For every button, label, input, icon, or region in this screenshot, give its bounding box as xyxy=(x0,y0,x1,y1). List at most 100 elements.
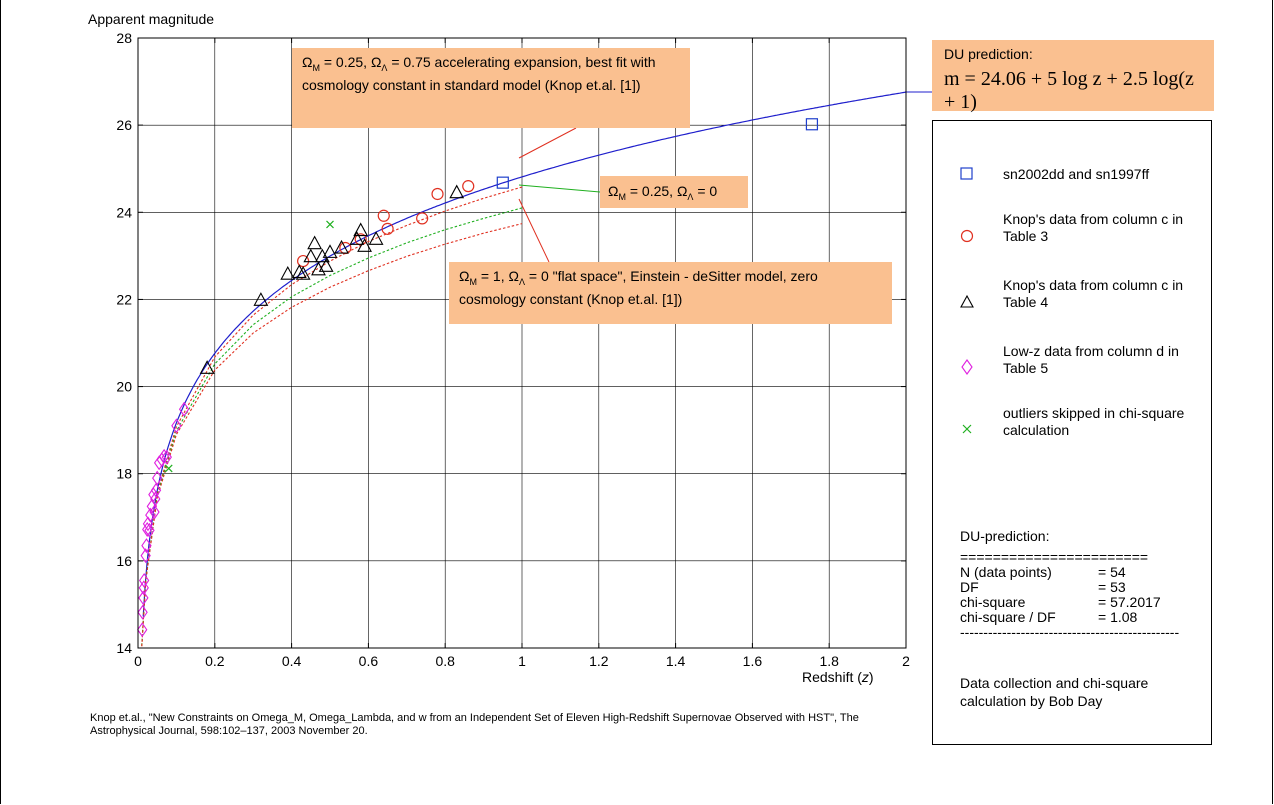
credit-text: Data collection and chi-square calculati… xyxy=(960,675,1149,709)
data-point-diamond xyxy=(144,522,155,538)
data-point-circle xyxy=(431,187,444,201)
data-point-triangle xyxy=(353,222,369,237)
annotation-open: ΩM = 0.25, ΩΛ = 0 xyxy=(600,176,748,208)
y-axis-label: Apparent magnitude xyxy=(88,11,214,27)
data-points xyxy=(137,118,819,638)
stats-row: chi-square / DF = 1.08 xyxy=(960,609,1138,625)
data-point-triangle xyxy=(449,184,465,199)
data-point-triangle xyxy=(291,264,307,278)
plot-area xyxy=(137,37,907,649)
legend: sn2002dd and sn1997ff Knop's data from c… xyxy=(932,120,1212,745)
legend-marker-diamond xyxy=(961,359,973,375)
data-point-triangle xyxy=(368,231,384,245)
annotation-lcdm: ΩM = 0.25, ΩΛ = 0.75 accelerating expans… xyxy=(292,48,690,128)
data-point-diamond xyxy=(138,572,150,588)
data-point-circle xyxy=(377,209,390,222)
curve-1 xyxy=(141,186,523,646)
data-point-circle xyxy=(462,180,475,193)
y-tick-label: 22 xyxy=(116,291,132,307)
y-tick-label: 14 xyxy=(116,640,132,656)
legend-item-table4: Knop's data from column c in Table 4 xyxy=(1003,277,1184,310)
x-tick-label: 1 xyxy=(518,653,526,669)
data-point-diamond xyxy=(156,452,167,468)
data-point-diamond xyxy=(145,507,156,523)
y-tick-label: 18 xyxy=(116,466,132,482)
data-point-x xyxy=(326,220,334,229)
du-prediction-title: DU prediction: xyxy=(944,46,1033,62)
legend-marker-triangle xyxy=(960,294,974,308)
x-tick-label: 0.8 xyxy=(435,653,455,669)
reference-citation: Knop et.al., "New Constraints on Omega_M… xyxy=(90,712,859,737)
curve-0 xyxy=(142,91,906,617)
y-tick-label: 26 xyxy=(116,117,132,133)
data-point-triangle xyxy=(357,238,372,252)
y-tick-label: 16 xyxy=(116,553,132,569)
data-point-triangle xyxy=(311,261,326,276)
data-point-diamond xyxy=(149,504,160,520)
x-tick-label: 0.4 xyxy=(282,653,302,669)
legend-marker-square xyxy=(960,167,973,180)
data-point-diamond xyxy=(150,491,161,507)
data-point-diamond xyxy=(148,487,159,503)
legend-item-sn: sn2002dd and sn1997ff xyxy=(1003,166,1150,182)
data-point-triangle xyxy=(280,266,296,280)
x-tick-label: 1.4 xyxy=(666,653,686,669)
stats-separator-top: ======================= xyxy=(960,550,1149,565)
legend-item-outliers: outliers skipped in chi-square calculati… xyxy=(1003,405,1185,438)
leader-open xyxy=(518,184,601,193)
data-point-triangle xyxy=(199,360,215,374)
legend-item-table3: Knop's data from column c in Table 3 xyxy=(1003,211,1184,244)
data-point-diamond xyxy=(178,401,190,417)
stats-title: DU-prediction: xyxy=(960,528,1050,544)
y-tick-label: 24 xyxy=(116,204,132,220)
stats-row: chi-square = 57.2017 xyxy=(960,594,1161,610)
leader-lcdm xyxy=(518,127,577,159)
du-prediction-box: DU prediction: m = 24.06 + 5 log z + 2.5… xyxy=(932,40,1214,113)
curve-3 xyxy=(141,223,523,647)
data-point-x xyxy=(164,464,173,473)
data-point-diamond xyxy=(138,590,149,606)
legend-marker-circle xyxy=(960,229,974,243)
x-tick-label: 0.6 xyxy=(359,653,379,669)
axis-ticks: 0 0.2 0.4 0.6 0.8 1 1.2 1.4 1.6 1.8 2 14 16 18 20 22 24 2… xyxy=(116,30,910,669)
x-axis-label: Redshift (z) xyxy=(802,669,874,685)
data-point-diamond xyxy=(158,448,170,464)
x-tick-label: 0.2 xyxy=(205,653,225,669)
legend-item-table5: Low-z data from column d in Table 5 xyxy=(1003,343,1179,376)
data-point-diamond xyxy=(171,418,182,434)
data-point-diamond xyxy=(137,622,148,638)
data-point-diamond xyxy=(140,548,151,564)
stats-row: N (data points) = 54 xyxy=(960,564,1126,580)
data-point-circle xyxy=(381,222,394,235)
data-point-square xyxy=(805,118,819,131)
stats-separator-bottom: ----------------------------------------… xyxy=(960,625,1180,640)
data-point-triangle xyxy=(314,248,330,263)
data-point-diamond xyxy=(137,604,148,620)
legend-marker-x xyxy=(962,424,972,434)
grid-lines xyxy=(138,38,906,648)
data-point-triangle xyxy=(303,248,319,263)
data-point-circle xyxy=(416,212,429,225)
du-prediction-formula: m = 24.06 + 5 log z + 2.5 log(z + 1) xyxy=(944,68,1194,113)
annotation-eds: ΩM = 1, ΩΛ = 0 "flat space", Einstein - … xyxy=(449,262,892,324)
data-point-triangle xyxy=(349,231,365,245)
data-point-diamond xyxy=(138,580,149,596)
data-point-diamond xyxy=(141,538,152,554)
curve-2 xyxy=(141,207,523,646)
data-point-triangle xyxy=(322,244,338,258)
x-tick-label: 2 xyxy=(902,653,910,669)
data-point-triangle xyxy=(307,235,323,250)
leader-eds xyxy=(518,198,550,263)
data-point-square xyxy=(496,176,509,189)
data-point-triangle xyxy=(253,292,269,306)
x-tick-label: 1.2 xyxy=(589,653,609,669)
curves xyxy=(141,91,906,647)
x-tick-label: 0 xyxy=(134,653,142,669)
data-point-diamond xyxy=(152,470,163,486)
y-tick-label: 20 xyxy=(116,379,132,395)
stats-row: DF = 53 xyxy=(960,579,1126,595)
data-point-diamond xyxy=(161,449,172,465)
x-tick-label: 1.8 xyxy=(819,653,839,669)
